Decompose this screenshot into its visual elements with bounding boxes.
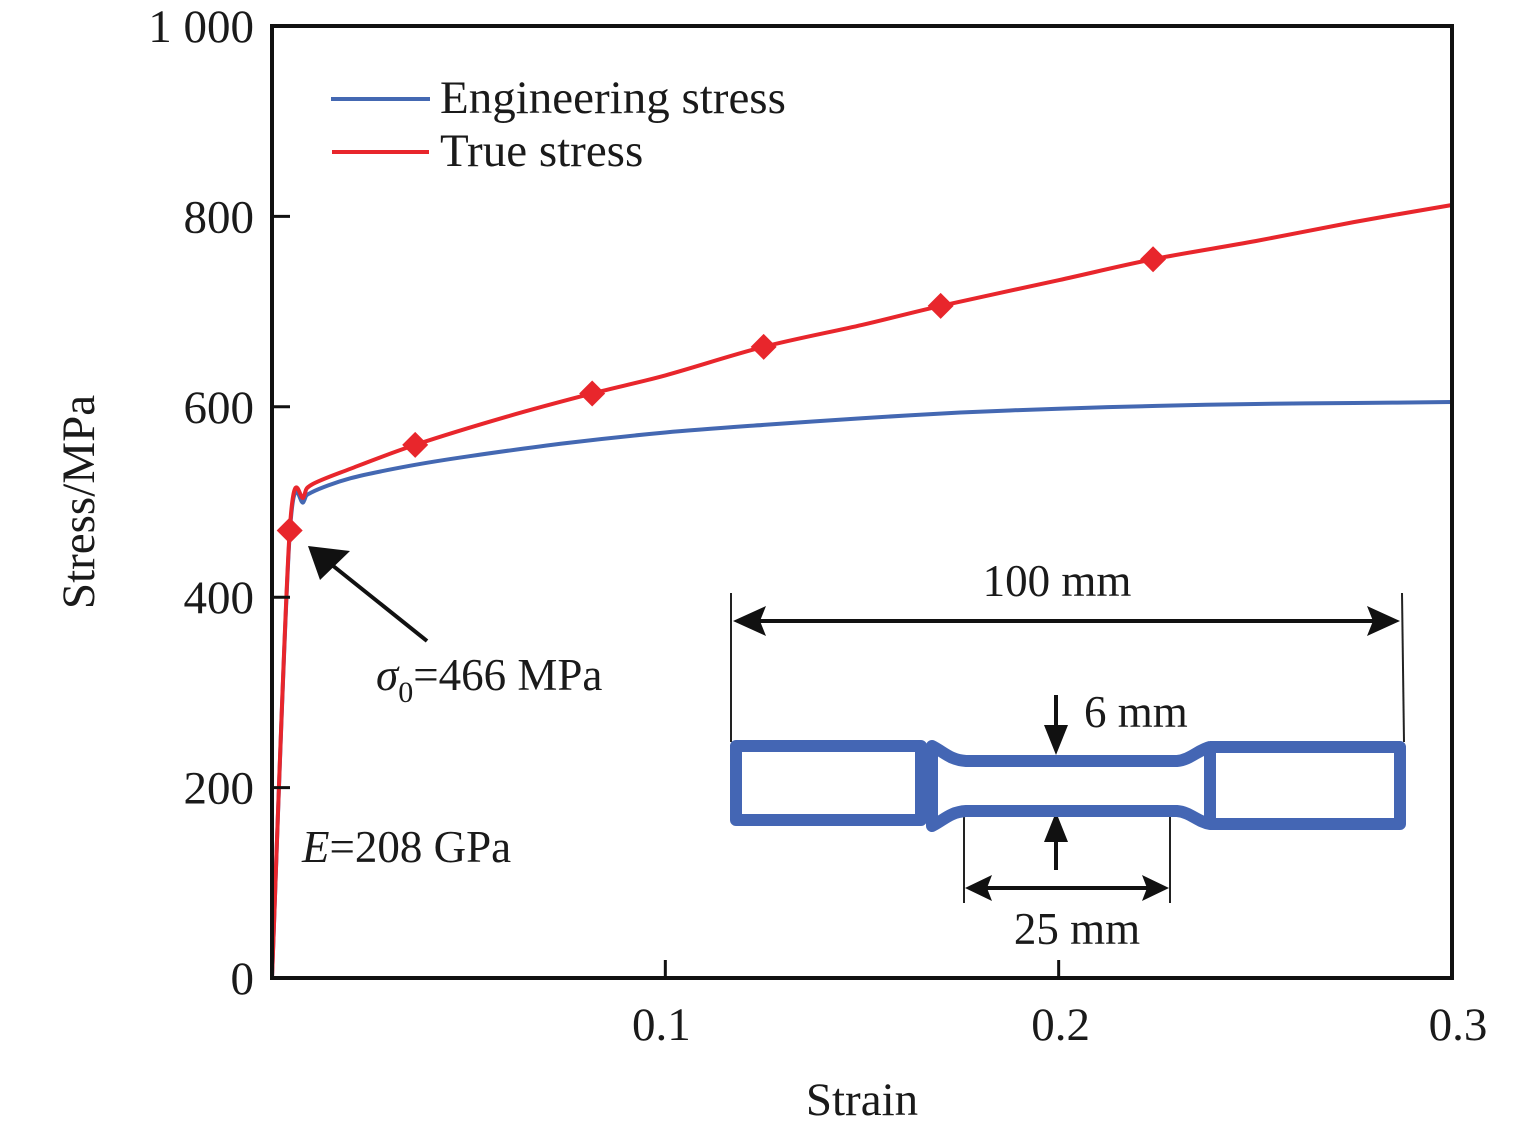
y-tick-labels: 0 200 400 600 800 1 000 — [148, 1, 254, 1005]
legend-label-true: True stress — [440, 125, 643, 177]
plot-curves — [270, 203, 1453, 979]
specimen-outline — [730, 740, 1406, 832]
arrowhead-right-icon — [1367, 606, 1400, 636]
annotation-arrowhead-icon — [308, 546, 350, 580]
y-tick-label: 1 000 — [148, 1, 254, 53]
true-stress-marker — [1140, 246, 1167, 273]
width-label: 6 mm — [1084, 687, 1188, 737]
y-tick-label: 0 — [231, 953, 255, 1005]
x-tick-label: 0.2 — [1031, 999, 1090, 1051]
specimen-inset: 100 mm 25 mm 6 mm — [730, 556, 1406, 954]
y-tick-label: 200 — [184, 763, 255, 815]
total-length-label: 100 mm — [983, 556, 1132, 606]
true-stress-marker — [276, 517, 303, 544]
arrowhead-right-icon — [1142, 875, 1169, 901]
yield-stress-value: =466 MPa — [413, 650, 602, 700]
sigma-symbol: σ — [376, 650, 400, 700]
annotation-arrow-line — [330, 563, 429, 643]
gauge-length-label: 25 mm — [1014, 904, 1140, 954]
arrowhead-left-icon — [733, 606, 766, 636]
arrowhead-up-icon — [1044, 812, 1068, 842]
x-tick-labels: 0.1 0.2 0.3 — [632, 999, 1487, 1051]
arrowhead-down-icon — [1044, 725, 1068, 755]
true-stress-marker — [927, 292, 954, 319]
y-tick-label: 600 — [184, 382, 255, 434]
legend-label-engineering: Engineering stress — [440, 72, 786, 124]
legend: Engineering stress True stress — [331, 72, 786, 177]
y-axis-title: Stress/MPa — [53, 395, 105, 609]
x-tick-label: 0.1 — [632, 999, 691, 1051]
arrowhead-left-icon — [965, 875, 992, 901]
plot-frame — [270, 24, 1454, 980]
yield-stress-annotation: σ0=466 MPa — [308, 546, 602, 709]
yield-stress-label: σ0=466 MPa — [376, 650, 602, 709]
sigma-subscript: 0 — [398, 676, 413, 709]
x-tick-label: 0.3 — [1429, 999, 1488, 1051]
modulus-value: =208 GPa — [330, 822, 512, 872]
true-stress-curve — [270, 203, 1453, 979]
axis-ticks — [272, 214, 1061, 978]
youngs-modulus-label: E=208 GPa — [301, 822, 511, 872]
true-stress-marker — [750, 333, 777, 360]
modulus-symbol: E — [301, 822, 330, 872]
extension-line-right — [1401, 592, 1405, 743]
true-stress-marker — [579, 380, 606, 407]
true-stress-marker — [402, 431, 429, 458]
x-axis-title: Strain — [806, 1074, 918, 1126]
y-tick-label: 800 — [184, 191, 255, 243]
plot-markers — [276, 246, 1167, 544]
y-tick-label: 400 — [184, 572, 255, 624]
